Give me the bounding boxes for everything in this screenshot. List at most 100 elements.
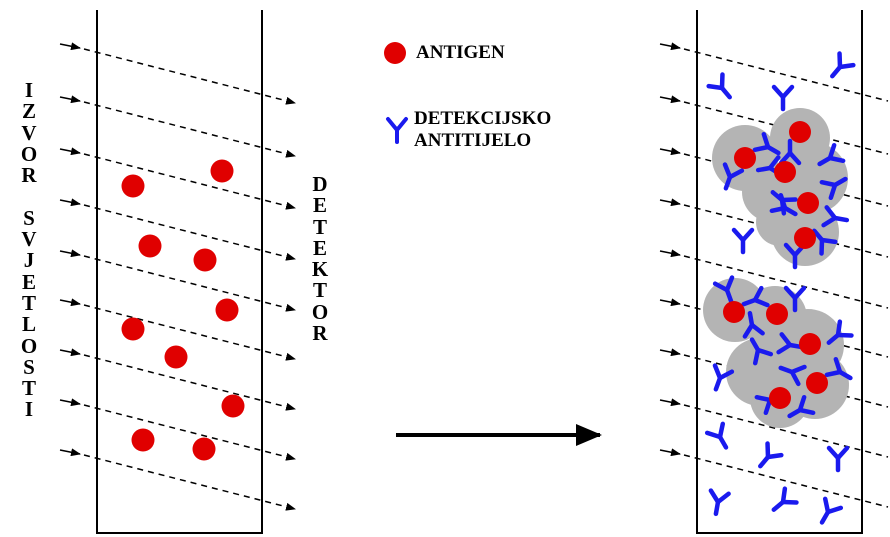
antigen-dot xyxy=(221,394,245,418)
detector-letter: T xyxy=(312,214,327,239)
antigen-dot xyxy=(210,159,234,183)
detector-letter: T xyxy=(312,278,327,303)
right-antibodies xyxy=(704,51,856,525)
detector-letter: K xyxy=(311,257,329,282)
ray-input-arrow xyxy=(59,95,81,104)
antibody-y xyxy=(821,205,850,228)
antigen-dot xyxy=(797,192,819,214)
antigen-dot xyxy=(789,121,811,143)
detector-letter: E xyxy=(312,193,327,218)
antibody-y xyxy=(741,285,770,308)
antibody-y xyxy=(812,228,838,256)
light-source-letter: I xyxy=(24,78,34,102)
detector-letter: O xyxy=(311,299,329,324)
light-ray xyxy=(659,448,889,508)
light-source-letter: S xyxy=(23,205,35,230)
light-source-letter: R xyxy=(21,163,37,188)
light-ray xyxy=(659,348,889,408)
detector-letter: E xyxy=(312,235,327,260)
light-ray xyxy=(659,398,889,458)
antibody-y xyxy=(712,363,735,392)
light-ray xyxy=(59,348,296,411)
light-ray xyxy=(659,95,889,155)
antigen-dot xyxy=(121,317,145,341)
antigen-dot xyxy=(734,147,756,169)
ray-input-arrow xyxy=(59,198,81,207)
light-source-letter: S xyxy=(23,354,35,379)
detector-letter: R xyxy=(312,321,328,346)
antibody-y xyxy=(758,441,784,469)
ray-dashed-path xyxy=(83,101,296,158)
light-ray xyxy=(659,198,889,258)
antibody-y xyxy=(704,421,729,450)
antibody-y xyxy=(771,84,795,112)
antigen-dot xyxy=(138,234,162,258)
ray-input-arrow xyxy=(59,448,81,457)
ray-input-arrow xyxy=(659,198,681,207)
light-source-letter: T xyxy=(21,290,36,315)
legend-antigen-label: ANTIGEN xyxy=(416,42,505,63)
antigen-dot xyxy=(769,387,791,409)
antibody-y xyxy=(824,356,853,381)
antigen-dot xyxy=(806,372,828,394)
light-source-letter: T xyxy=(21,376,36,401)
ray-dashed-path xyxy=(683,48,889,102)
antibody-y xyxy=(819,176,848,201)
light-ray xyxy=(59,42,296,105)
light-ray xyxy=(59,249,296,312)
ray-input-arrow xyxy=(659,249,681,258)
antibody-y xyxy=(826,445,850,473)
left-antigens xyxy=(121,159,245,461)
left-cuvette xyxy=(96,10,263,534)
ray-input-arrow xyxy=(659,95,681,104)
antigen-dot xyxy=(193,248,217,272)
light-source-letter: I xyxy=(24,397,34,422)
detector-label: D E T E K T O R xyxy=(309,172,331,346)
legend-antigen-icon xyxy=(384,42,406,64)
antigen-dot xyxy=(131,428,155,452)
ray-dashed-path xyxy=(83,304,296,361)
legend-antibody-icon xyxy=(386,117,408,144)
light-source-letter: E xyxy=(21,269,36,294)
left-light-rays xyxy=(59,42,296,511)
antibody-y xyxy=(787,394,816,419)
antibody-y xyxy=(771,486,799,512)
legend-antibody-label-line1: DETEKCIJSKO xyxy=(414,108,552,129)
right-light-rays xyxy=(659,42,889,508)
ray-dashed-path xyxy=(683,255,889,309)
light-ray xyxy=(59,298,296,361)
detector-letter: D xyxy=(312,172,328,196)
antibody-y xyxy=(819,496,844,525)
ray-dashed-path xyxy=(683,454,889,508)
light-source-label: I Z V O R S V J E T L O S T I xyxy=(18,78,40,422)
light-ray xyxy=(59,398,296,461)
ray-dashed-path xyxy=(683,101,889,155)
ray-input-arrow xyxy=(659,348,681,357)
antibody-y xyxy=(783,285,807,313)
ray-input-arrow xyxy=(59,249,81,258)
light-source-letter: V xyxy=(21,227,37,252)
antigen-dot xyxy=(799,333,821,355)
antigen-dot xyxy=(774,161,796,183)
right-cuvette xyxy=(696,10,863,534)
antibody-y xyxy=(769,192,798,217)
light-ray xyxy=(659,249,889,309)
ray-dashed-path xyxy=(83,354,296,411)
light-source-letter: J xyxy=(23,248,35,273)
ray-dashed-path xyxy=(83,454,296,511)
light-source-letter: Z xyxy=(21,99,36,124)
light-ray xyxy=(59,198,296,261)
ray-input-arrow xyxy=(59,348,81,357)
ray-dashed-path xyxy=(83,204,296,261)
ray-input-arrow xyxy=(59,42,81,51)
light-source-letter: O xyxy=(20,141,38,166)
antibody-y xyxy=(749,337,774,366)
light-ray xyxy=(59,448,296,511)
ray-input-arrow xyxy=(659,42,681,51)
antigen-dot xyxy=(192,437,216,461)
antigen-dot xyxy=(766,303,788,325)
ray-input-arrow xyxy=(59,147,81,156)
light-ray xyxy=(659,42,889,102)
